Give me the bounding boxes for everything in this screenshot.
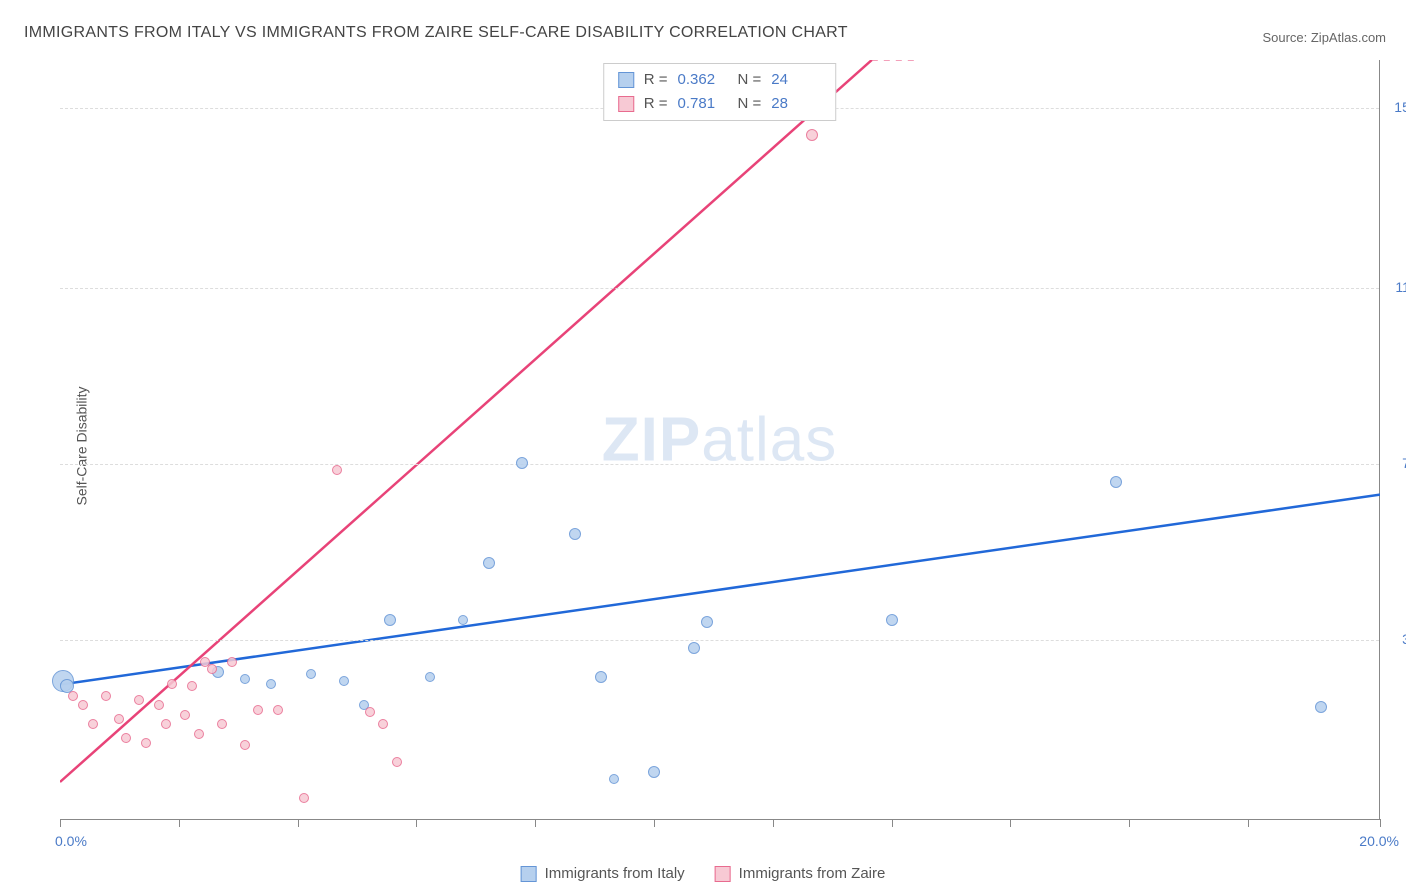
x-tick: [1380, 819, 1381, 827]
n-label: N =: [738, 68, 762, 92]
gridline: [60, 464, 1379, 465]
legend-item-zaire: Immigrants from Zaire: [715, 865, 886, 882]
data-point: [701, 616, 713, 628]
r-label: R =: [644, 68, 668, 92]
y-tick-label: 15.0%: [1394, 99, 1406, 115]
data-point: [378, 719, 388, 729]
x-tick: [773, 819, 774, 827]
data-point: [339, 676, 349, 686]
data-point: [306, 669, 316, 679]
data-point: [425, 672, 435, 682]
legend-item-italy: Immigrants from Italy: [521, 865, 685, 882]
data-point: [886, 614, 898, 626]
data-point: [299, 793, 309, 803]
data-point: [595, 671, 607, 683]
legend-label-italy: Immigrants from Italy: [545, 865, 685, 882]
swatch-zaire-icon: [618, 96, 634, 112]
data-point: [78, 700, 88, 710]
gridline: [60, 288, 1379, 289]
x-tick: [416, 819, 417, 827]
data-point: [569, 528, 581, 540]
data-point: [365, 707, 375, 717]
data-point: [688, 642, 700, 654]
r-value-zaire: 0.781: [678, 92, 728, 116]
data-point: [187, 681, 197, 691]
data-point: [240, 674, 250, 684]
data-point: [114, 714, 124, 724]
data-point: [273, 705, 283, 715]
data-point: [141, 738, 151, 748]
data-point: [609, 774, 619, 784]
data-point: [180, 710, 190, 720]
data-point: [88, 719, 98, 729]
source-label: Source: ZipAtlas.com: [1262, 30, 1386, 45]
y-tick-label: 11.2%: [1395, 279, 1406, 295]
stats-row-zaire: R = 0.781 N = 28: [618, 92, 822, 116]
data-point: [134, 695, 144, 705]
r-value-italy: 0.362: [678, 68, 728, 92]
data-point: [1110, 476, 1122, 488]
x-tick: [892, 819, 893, 827]
x-tick: [654, 819, 655, 827]
data-point: [207, 664, 217, 674]
x-tick: [179, 819, 180, 827]
data-point: [68, 691, 78, 701]
swatch-italy-icon: [521, 866, 537, 882]
data-point: [806, 129, 818, 141]
gridline: [60, 640, 1379, 641]
data-point: [648, 766, 660, 778]
x-tick: [298, 819, 299, 827]
n-value-zaire: 28: [771, 92, 821, 116]
data-point: [332, 465, 342, 475]
stats-legend-box: R = 0.362 N = 24 R = 0.781 N = 28: [603, 63, 837, 121]
data-point: [217, 719, 227, 729]
swatch-zaire-icon: [715, 866, 731, 882]
y-tick-label: 3.8%: [1402, 631, 1406, 647]
data-point: [516, 457, 528, 469]
plot-area: ZIPatlas R = 0.362 N = 24 R = 0.781 N = …: [60, 60, 1380, 820]
data-point: [121, 733, 131, 743]
n-label: N =: [738, 92, 762, 116]
data-point: [101, 691, 111, 701]
x-tick: [535, 819, 536, 827]
chart-title: IMMIGRANTS FROM ITALY VS IMMIGRANTS FROM…: [24, 24, 848, 42]
data-point: [240, 740, 250, 750]
data-point: [483, 557, 495, 569]
y-tick-label: 7.5%: [1402, 455, 1406, 471]
data-point: [227, 657, 237, 667]
data-point: [392, 757, 402, 767]
data-point: [253, 705, 263, 715]
data-point: [458, 615, 468, 625]
data-point: [167, 679, 177, 689]
x-tick: [1010, 819, 1011, 827]
swatch-italy-icon: [618, 72, 634, 88]
data-point: [161, 719, 171, 729]
r-label: R =: [644, 92, 668, 116]
x-tick: [1129, 819, 1130, 827]
stats-row-italy: R = 0.362 N = 24: [618, 68, 822, 92]
x-tick: [1248, 819, 1249, 827]
data-point: [266, 679, 276, 689]
data-point: [194, 729, 204, 739]
x-tick-label: 0.0%: [55, 833, 87, 849]
n-value-italy: 24: [771, 68, 821, 92]
legend-label-zaire: Immigrants from Zaire: [739, 865, 886, 882]
x-tick: [60, 819, 61, 827]
data-point: [154, 700, 164, 710]
x-tick-label: 20.0%: [1359, 833, 1399, 849]
data-point: [1315, 701, 1327, 713]
bottom-legend: Immigrants from Italy Immigrants from Za…: [521, 865, 886, 882]
data-point: [384, 614, 396, 626]
